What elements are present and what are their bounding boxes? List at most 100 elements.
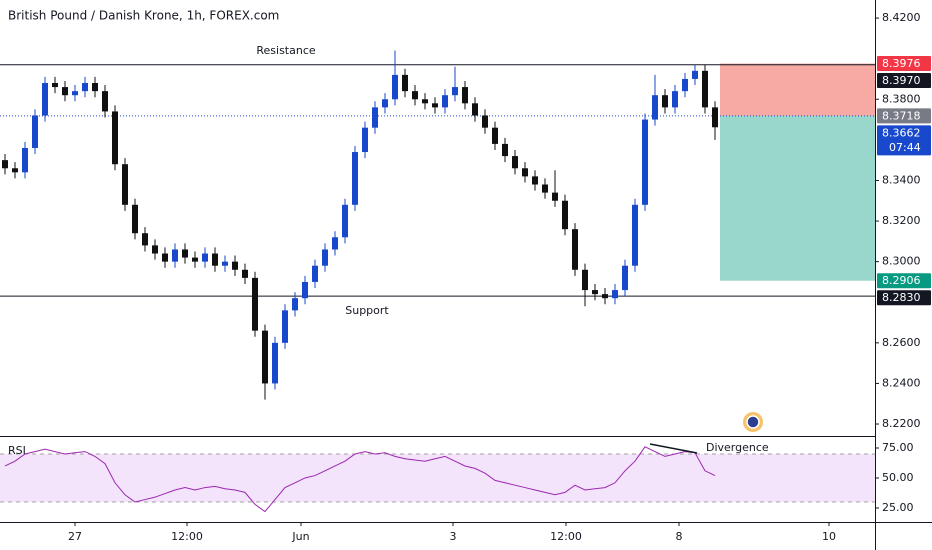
candle-body <box>42 83 48 116</box>
price-label-bg <box>877 56 931 72</box>
price-label: 8.3662 <box>882 126 921 139</box>
y-tick-label: 8.3000 <box>882 255 921 268</box>
chart-title: British Pound / Danish Krone, 1h, FOREX.… <box>8 9 279 23</box>
candle-body <box>512 156 518 169</box>
candle-body <box>92 83 98 92</box>
candle-body <box>562 200 568 230</box>
candle-body <box>452 87 458 96</box>
candle-body <box>522 168 528 177</box>
candle-body <box>322 249 328 266</box>
candle-body <box>142 233 148 246</box>
rsi-line <box>4 446 716 513</box>
candle-body <box>582 269 588 291</box>
candle-body <box>492 127 498 144</box>
resistance-label: Resistance <box>256 44 316 57</box>
candle-body <box>472 103 478 116</box>
candle-body <box>442 95 448 108</box>
candle-body <box>662 95 668 108</box>
candle-body <box>102 91 108 112</box>
candle-body <box>82 83 88 92</box>
rsi-y-tick-label: 75.00 <box>882 441 914 454</box>
candle-body <box>402 74 408 92</box>
candle-body <box>592 290 598 295</box>
candle-body <box>292 298 298 311</box>
price-label-bg <box>877 290 931 306</box>
candle-body <box>712 107 718 128</box>
support-label: Support <box>345 304 389 317</box>
candle-body <box>252 277 258 331</box>
x-tick-label: 3 <box>450 530 457 543</box>
candle-body <box>372 107 378 128</box>
candle-body <box>312 265 318 282</box>
candle-body <box>692 70 698 79</box>
candle-body <box>342 204 348 238</box>
candle-body <box>282 310 288 343</box>
candle-body <box>642 119 648 205</box>
candle-body <box>72 91 78 96</box>
candle-body <box>602 294 608 299</box>
y-tick-label: 8.2400 <box>882 376 921 389</box>
candle-body <box>212 253 218 266</box>
price-label-bg <box>877 273 931 289</box>
x-tick-label: 12:00 <box>550 530 582 543</box>
candle-body <box>202 253 208 262</box>
price-label: 8.3976 <box>882 57 921 70</box>
candle-body <box>432 103 438 108</box>
y-tick-label: 8.3400 <box>882 173 921 186</box>
candle-body <box>572 229 578 270</box>
candle-body <box>682 78 688 92</box>
price-label: 8.2830 <box>882 291 921 304</box>
candle-body <box>352 152 358 205</box>
candle-body <box>542 184 548 193</box>
candle-body <box>382 99 388 108</box>
y-tick-label: 8.2600 <box>882 336 921 349</box>
rsi-band <box>0 453 875 502</box>
candle-body <box>192 257 198 262</box>
candle-body <box>332 237 338 250</box>
candle-body <box>462 87 468 104</box>
candle-body <box>2 160 8 169</box>
y-tick-label: 8.4200 <box>882 11 921 24</box>
candle-body <box>182 249 188 258</box>
flag-icon-inner <box>746 415 760 429</box>
candle-body <box>622 265 628 291</box>
price-label: 8.2906 <box>882 274 921 287</box>
candle-body <box>362 127 368 153</box>
candle-body <box>162 253 168 262</box>
candle-body <box>132 204 138 234</box>
x-tick-label: Jun <box>291 530 309 543</box>
candle-body <box>652 95 658 120</box>
candle-body <box>52 83 58 88</box>
y-tick-label: 8.3800 <box>882 92 921 105</box>
candle-body <box>482 115 488 128</box>
candle-body <box>422 99 428 104</box>
candle-body <box>112 111 118 165</box>
candle-body <box>302 281 308 299</box>
candle-body <box>412 91 418 100</box>
candle-body <box>552 192 558 201</box>
price-label-bg <box>877 125 931 156</box>
price-label-bg <box>877 108 931 124</box>
candle-body <box>222 261 228 266</box>
y-tick-label: 8.2200 <box>882 417 921 430</box>
candle-body <box>392 74 398 100</box>
divergence-line <box>649 443 698 454</box>
x-tick-label: 27 <box>68 530 82 543</box>
rsi-y-tick-label: 50.00 <box>882 471 914 484</box>
candle-body <box>62 87 68 96</box>
candle-body <box>32 115 38 148</box>
candle-body <box>502 143 508 157</box>
candle-body <box>152 245 158 254</box>
candle-body <box>262 330 268 384</box>
candle-body <box>242 269 248 278</box>
candle-body <box>672 91 678 108</box>
y-tick-label: 8.3200 <box>882 214 921 227</box>
candle-body <box>612 290 618 299</box>
candle-body <box>532 176 538 185</box>
candle-body <box>232 261 238 270</box>
rsi-y-tick-label: 25.00 <box>882 501 914 514</box>
candle-body <box>22 147 28 173</box>
candle-body <box>702 70 708 108</box>
divergence-label: Divergence <box>706 441 769 454</box>
candle-body <box>12 168 18 173</box>
